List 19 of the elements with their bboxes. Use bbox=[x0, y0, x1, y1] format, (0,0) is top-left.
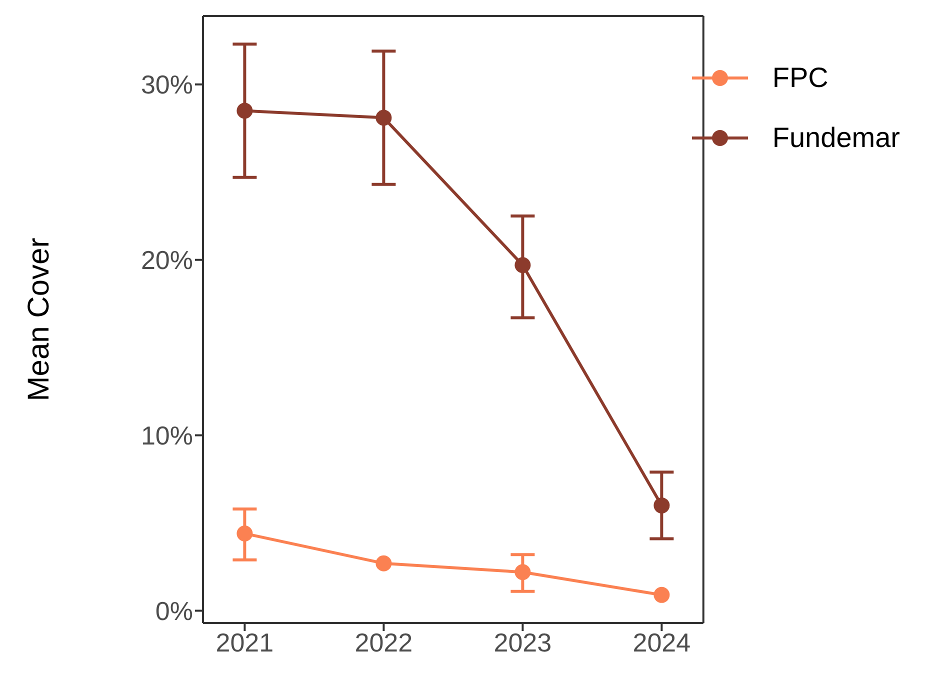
point bbox=[236, 526, 253, 542]
x-tick-label: 2022 bbox=[354, 627, 413, 658]
x-tick-label: 2024 bbox=[632, 627, 691, 658]
y-tick-label: 30% bbox=[140, 70, 193, 100]
y-tick-label: 20% bbox=[140, 245, 193, 276]
legend-label: FPC bbox=[772, 62, 828, 94]
legend-label: Fundemar bbox=[772, 122, 900, 154]
point bbox=[654, 497, 670, 514]
point bbox=[236, 102, 253, 119]
y-tick-label: 0% bbox=[155, 596, 193, 626]
point bbox=[376, 110, 392, 126]
y-axis-title: Mean Cover bbox=[22, 238, 56, 402]
point bbox=[514, 257, 531, 274]
point bbox=[654, 586, 670, 603]
point bbox=[376, 555, 392, 572]
point bbox=[514, 564, 531, 580]
y-tick-label: 10% bbox=[140, 420, 193, 451]
x-tick-label: 2023 bbox=[494, 627, 552, 658]
x-tick-label: 2021 bbox=[216, 627, 274, 658]
